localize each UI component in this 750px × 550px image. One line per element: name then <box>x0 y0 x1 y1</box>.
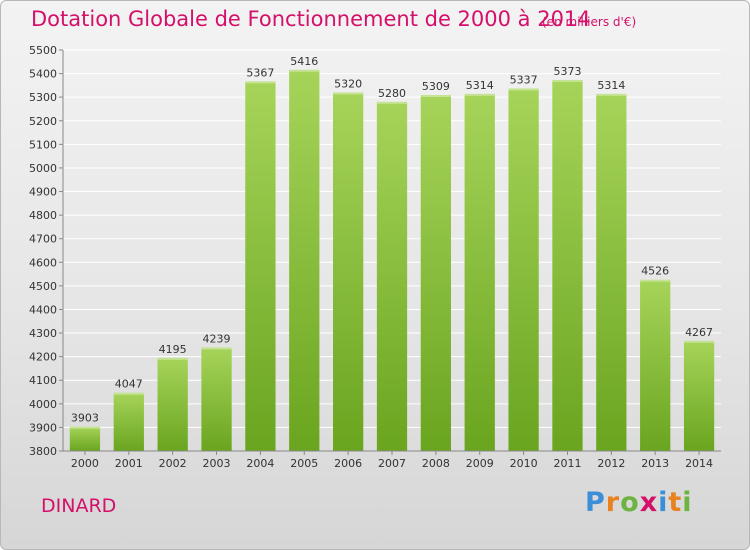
data-label-2003: 4239 <box>203 332 231 345</box>
logo-letter: x <box>639 487 659 518</box>
bar-2014 <box>683 340 715 451</box>
data-label-2001: 4047 <box>115 378 143 391</box>
x-tick-label: 2009 <box>466 457 494 470</box>
x-tick-label: 2001 <box>115 457 143 470</box>
axes: 3800 3900 4000 4100 4200 4300 4400 4500 4600 4700… <box>29 44 721 470</box>
bar-2009 <box>464 93 495 451</box>
bar-2008 <box>420 95 452 451</box>
bar-highlight <box>640 279 671 282</box>
y-tick-label: 5100 <box>29 138 57 151</box>
logo-letter: o <box>620 487 640 518</box>
x-tick-label: 2008 <box>422 457 450 470</box>
y-tick-label: 5500 <box>29 44 57 57</box>
logo-letter: i <box>658 487 669 518</box>
bar-highlight <box>552 79 583 82</box>
data-label-2008: 5309 <box>422 80 450 93</box>
bar-highlight <box>201 347 232 350</box>
y-tick-label: 5200 <box>29 115 57 128</box>
x-tick-label: 2014 <box>685 457 713 470</box>
bar-2002 <box>157 357 188 451</box>
y-tick-label: 5000 <box>29 162 57 175</box>
y-tick-label: 4900 <box>29 186 57 199</box>
bar-2005 <box>289 69 320 451</box>
x-tick-label: 2005 <box>290 457 318 470</box>
chart-title: Dotation Globale de Fonctionnement de 20… <box>31 7 591 31</box>
x-tick-label: 2002 <box>159 457 187 470</box>
y-tick-label: 5300 <box>29 91 57 104</box>
logo-letter: t <box>668 487 683 518</box>
bar-highlight <box>332 92 364 95</box>
data-label-2009: 5314 <box>466 79 494 92</box>
logo-letter: P <box>585 487 606 518</box>
x-tick-label: 2012 <box>597 457 625 470</box>
bar-2012 <box>596 93 627 451</box>
y-tick-label: 4700 <box>29 233 57 246</box>
data-label-2011: 5373 <box>553 65 581 78</box>
y-tick-label: 4500 <box>29 280 57 293</box>
x-tick-label: 2013 <box>641 457 669 470</box>
bar-highlight <box>508 88 539 91</box>
data-label-2012: 5314 <box>597 79 625 92</box>
bar-2000 <box>69 426 101 451</box>
y-tick-label: 3800 <box>29 445 57 458</box>
x-tick-label: 2003 <box>203 457 231 470</box>
logo-letter: r <box>605 487 621 518</box>
city-name: DINARD <box>41 495 117 517</box>
bar-2004 <box>245 81 276 452</box>
bar-highlight <box>157 357 188 360</box>
data-label-2004: 5367 <box>246 66 274 79</box>
proxiti-logo: Proxiti <box>585 487 693 518</box>
data-label-2014: 4267 <box>685 326 713 339</box>
data-label-2010: 5337 <box>510 73 538 86</box>
bar-2010 <box>508 88 539 451</box>
y-tick-label: 4800 <box>29 209 57 222</box>
x-tick-label: 2011 <box>553 457 581 470</box>
bar-2007 <box>376 101 408 452</box>
x-tick-label: 2010 <box>510 457 538 470</box>
x-tick-label: 2006 <box>334 457 362 470</box>
data-label-2005: 5416 <box>290 55 318 68</box>
y-tick-label: 3900 <box>29 421 57 434</box>
bar-highlight <box>683 340 715 343</box>
data-label-2002: 4195 <box>159 343 187 356</box>
bar-2003 <box>201 347 232 451</box>
bar-highlight <box>69 426 101 429</box>
x-tick-label: 2004 <box>246 457 274 470</box>
x-tick-label: 2007 <box>378 457 406 470</box>
bar-2013 <box>640 279 671 451</box>
y-tick-label: 4000 <box>29 398 57 411</box>
y-tick-label: 4100 <box>29 374 57 387</box>
data-label-2013: 4526 <box>641 265 669 278</box>
y-tick-label: 5400 <box>29 68 57 81</box>
bar-2006 <box>332 92 364 451</box>
bar-highlight <box>596 93 627 96</box>
bar-highlight <box>113 392 144 395</box>
y-tick-label: 4200 <box>29 351 57 364</box>
data-label-2006: 5320 <box>334 77 362 90</box>
bar-highlight <box>464 93 495 96</box>
data-label-2007: 5280 <box>378 87 406 100</box>
bar-highlight <box>420 95 452 98</box>
y-tick-label: 4400 <box>29 303 57 316</box>
bars <box>69 69 715 452</box>
logo-letter: i <box>682 487 693 518</box>
x-tick-label: 2000 <box>71 457 99 470</box>
y-tick-label: 4300 <box>29 327 57 340</box>
bar-2001 <box>113 392 144 451</box>
y-tick-label: 4600 <box>29 256 57 269</box>
bar-highlight <box>376 101 408 104</box>
chart-subtitle: (en milliers d'€) <box>542 15 637 29</box>
bar-highlight <box>289 69 320 72</box>
bar-highlight <box>245 81 276 84</box>
bar-2011 <box>552 79 583 451</box>
data-label-2000: 3903 <box>71 412 99 425</box>
data-labels: 3903 4047 4195 4239 5367 5416 5320 5280 5309 5314… <box>71 55 713 425</box>
